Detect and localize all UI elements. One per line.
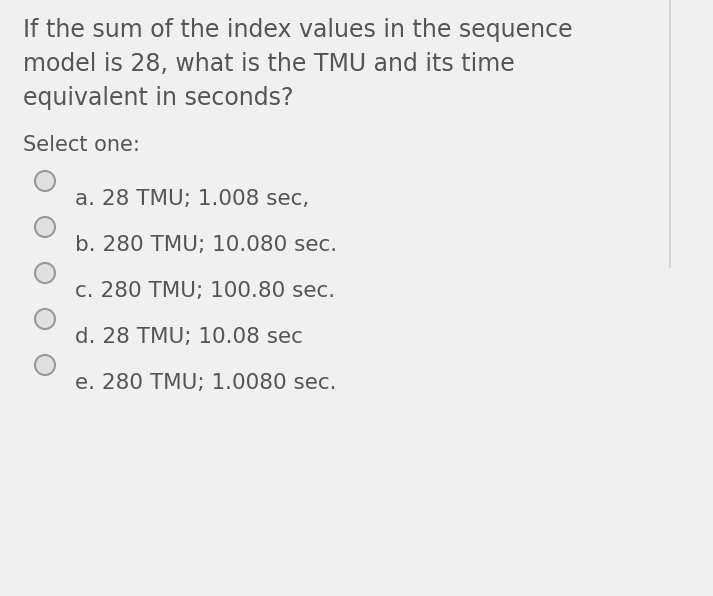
Text: Select one:: Select one:: [23, 135, 140, 155]
Text: c. 280 TMU; 100.80 sec.: c. 280 TMU; 100.80 sec.: [75, 281, 335, 301]
Circle shape: [35, 171, 55, 191]
Text: d. 28 TMU; 10.08 sec: d. 28 TMU; 10.08 sec: [75, 327, 303, 347]
Text: If the sum of the index values in the sequence: If the sum of the index values in the se…: [23, 18, 573, 42]
Circle shape: [35, 217, 55, 237]
Text: model is 28, what is the TMU and its time: model is 28, what is the TMU and its tim…: [23, 52, 515, 76]
Text: a. 28 TMU; 1.008 sec,: a. 28 TMU; 1.008 sec,: [75, 189, 309, 209]
Circle shape: [35, 309, 55, 329]
Text: b. 280 TMU; 10.080 sec.: b. 280 TMU; 10.080 sec.: [75, 235, 337, 255]
Circle shape: [35, 355, 55, 375]
Text: equivalent in seconds?: equivalent in seconds?: [23, 86, 294, 110]
Circle shape: [35, 263, 55, 283]
Text: e. 280 TMU; 1.0080 sec.: e. 280 TMU; 1.0080 sec.: [75, 373, 337, 393]
